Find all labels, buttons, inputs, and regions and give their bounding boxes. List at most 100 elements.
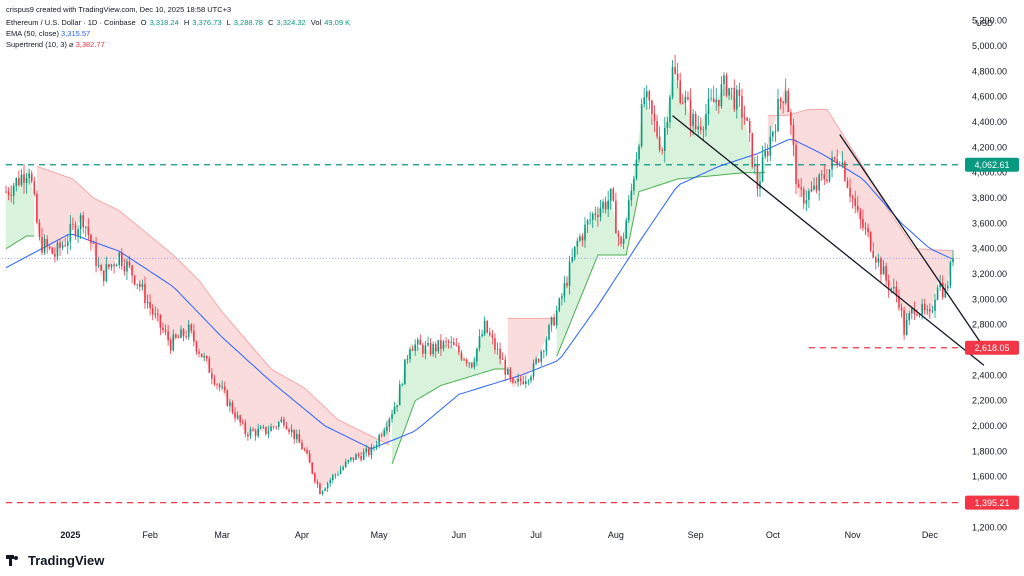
x-tick-label: Jul [530, 530, 542, 540]
ema-layer [5, 139, 954, 450]
candle-body [645, 91, 648, 98]
trendline [672, 115, 985, 366]
y-tick-label: 2,800.00 [972, 320, 1007, 330]
x-tick-label: Jun [452, 530, 467, 540]
candle-body [589, 219, 591, 221]
candle-body [846, 180, 849, 188]
candle-body [329, 479, 332, 484]
candle-body [470, 362, 473, 368]
candle-body [766, 151, 769, 156]
candle-body [141, 284, 144, 287]
candle-body [607, 200, 609, 210]
candle-body [929, 309, 931, 312]
candle-body [241, 422, 244, 424]
candle-body [254, 430, 257, 436]
candle-body [15, 178, 18, 187]
candle-body [90, 234, 92, 244]
candle-body [491, 335, 494, 339]
candle-body [782, 101, 784, 103]
candle-body [216, 384, 218, 386]
supertrend-legend-label[interactable]: Supertrend (10, 3) [6, 40, 67, 49]
candle-body [836, 159, 838, 165]
level-price-tag-text: 2,618.05 [974, 343, 1009, 353]
low-value: 3,288.78 [233, 18, 263, 27]
volume-label: Vol [310, 18, 322, 27]
candle-body [113, 264, 115, 267]
candle-body [638, 146, 640, 160]
candle-body [265, 426, 267, 434]
candle-body [882, 266, 885, 275]
candle-body [414, 344, 416, 351]
symbol-ohlc-row[interactable]: Ethereum / U.S. Dollar · 1D · Coinbase O… [6, 18, 353, 27]
candle-body [483, 320, 486, 335]
candle-body [751, 133, 754, 167]
supertrend-legend-row[interactable]: Supertrend (10, 3) ⌀ 3,382.77 [6, 40, 105, 49]
candle-body [944, 288, 947, 298]
candle-body [169, 340, 172, 351]
candle-body [867, 228, 869, 232]
tradingview-logo[interactable]: TradingView [6, 553, 104, 568]
candle-body [851, 196, 854, 199]
candle-body [244, 422, 247, 435]
candle-body [226, 390, 229, 406]
candle-body [661, 149, 664, 151]
candle-body [401, 384, 404, 386]
candle-body [334, 474, 337, 476]
candle-body [198, 351, 200, 354]
candle-body [844, 162, 846, 181]
candle-body [259, 427, 262, 429]
candle-body [849, 187, 851, 197]
candle-body [306, 449, 308, 454]
candle-body [321, 490, 324, 495]
candle-body [234, 412, 236, 419]
candle-body [712, 98, 715, 103]
candle-body [591, 213, 594, 220]
candle-body [823, 174, 826, 180]
trendlines-layer [672, 115, 985, 366]
candle-body [579, 236, 581, 241]
symbol-label[interactable]: Ethereum / U.S. Dollar · 1D · Coinbase [6, 18, 136, 27]
y-tick-label: 1,800.00 [972, 446, 1007, 456]
x-tick-label: Dec [922, 530, 939, 540]
candle-body [476, 348, 478, 362]
ema-legend-row[interactable]: EMA (50, close) 3,315.57 [6, 29, 90, 38]
candle-body [360, 455, 362, 460]
candle-body [164, 330, 167, 332]
ema-legend-label[interactable]: EMA (50, close) [6, 29, 59, 38]
candle-body [609, 188, 612, 201]
candle-body [463, 359, 465, 361]
candle-body [692, 113, 694, 126]
candle-body [223, 386, 226, 391]
candle-body [514, 381, 517, 383]
candle-body [808, 190, 810, 201]
candle-body [947, 285, 949, 289]
y-tick-label: 2,200.00 [972, 396, 1007, 406]
candle-body [108, 264, 110, 268]
candle-body [87, 226, 90, 235]
x-tick-label: Oct [766, 530, 781, 540]
candle-body [772, 131, 774, 137]
candle-body [718, 99, 720, 107]
candle-body [820, 174, 823, 176]
candle-body [530, 376, 532, 381]
candle-body [838, 164, 841, 166]
candle-body [77, 229, 79, 237]
candle-body [648, 91, 651, 101]
candle-body [555, 310, 558, 326]
y-tick-label: 5,200.00 [972, 16, 1007, 26]
candle-body [586, 220, 589, 225]
y-tick-label: 4,800.00 [972, 66, 1007, 76]
candle-body [573, 246, 576, 258]
candle-body [133, 275, 136, 285]
candle-body [553, 317, 555, 326]
supertrend-line-down [36, 165, 390, 446]
candle-body [159, 314, 162, 328]
candle-body [167, 331, 169, 341]
candle-body [941, 282, 944, 298]
candle-body [193, 330, 195, 342]
candle-body [504, 359, 507, 375]
time-axis: 2025 Feb Mar Apr May Jun Jul Aug Sep Oct Nov Dec [60, 530, 938, 540]
candle-body [66, 241, 69, 246]
candle-body [218, 384, 221, 388]
